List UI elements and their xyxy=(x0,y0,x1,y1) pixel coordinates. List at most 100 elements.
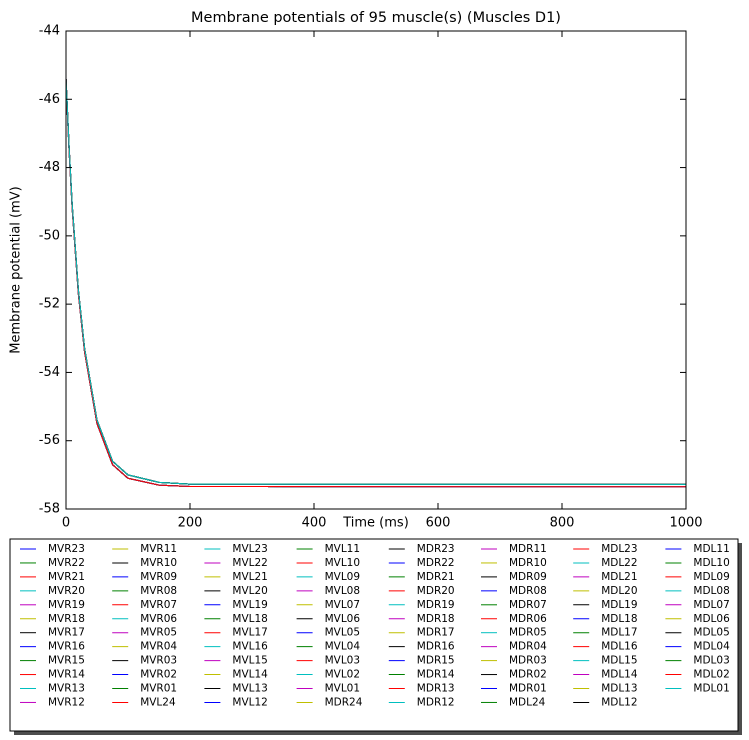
legend-label: MVR11 xyxy=(140,543,177,555)
legend-label: MVL05 xyxy=(325,627,360,639)
legend-label: MDR23 xyxy=(417,543,455,555)
y-tick-label: -54 xyxy=(39,365,60,380)
legend-label: MVR06 xyxy=(140,613,177,625)
legend-label: MDR15 xyxy=(417,655,455,667)
legend-label: MDR17 xyxy=(417,627,455,639)
legend-frame xyxy=(9,538,739,732)
x-tick-label: 1000 xyxy=(669,516,702,531)
legend-label: MVR19 xyxy=(48,599,85,611)
legend-label: MVR02 xyxy=(140,669,177,681)
legend-label: MDR09 xyxy=(509,571,547,583)
legend-label: MVR15 xyxy=(48,655,85,667)
legend-label: MDR11 xyxy=(509,543,547,555)
x-tick-label: 400 xyxy=(302,516,327,531)
series-line xyxy=(65,78,687,485)
legend-label: MVR09 xyxy=(140,571,177,583)
legend-label: MDL23 xyxy=(601,543,637,555)
legend-label: MVL22 xyxy=(232,557,267,569)
legend-label: MDR16 xyxy=(417,641,455,653)
legend-label: MDL12 xyxy=(601,696,637,708)
legend-label: MDR05 xyxy=(509,627,547,639)
legend-label: MVR17 xyxy=(48,627,85,639)
legend-label: MVR20 xyxy=(48,585,85,597)
legend-label: MVR22 xyxy=(48,557,85,569)
legend-label: MDR10 xyxy=(509,557,547,569)
x-tick-label: 600 xyxy=(426,516,451,531)
legend-label: MDL07 xyxy=(693,599,729,611)
x-tick-label: 800 xyxy=(550,516,575,531)
y-tick-label: -56 xyxy=(39,433,60,448)
legend-label: MDL15 xyxy=(601,655,637,667)
legend-label: MDL19 xyxy=(601,599,637,611)
legend-label: MDL18 xyxy=(601,613,637,625)
chart-title: Membrane potentials of 95 muscle(s) (Mus… xyxy=(191,10,561,26)
legend-label: MDR19 xyxy=(417,599,455,611)
legend-label: MVL13 xyxy=(232,683,267,695)
legend-label: MVR08 xyxy=(140,585,177,597)
legend-label: MVL03 xyxy=(325,655,360,667)
y-tick-label: -44 xyxy=(39,24,60,39)
legend-label: MDL06 xyxy=(693,613,730,625)
legend-label: MDL10 xyxy=(693,557,729,569)
y-tick-label: -48 xyxy=(39,160,60,175)
legend-label: MVL18 xyxy=(232,613,267,625)
legend-label: MDR20 xyxy=(417,585,455,597)
legend-label: MVL24 xyxy=(140,696,176,708)
y-tick-label: -46 xyxy=(39,92,60,107)
legend-label: MDR18 xyxy=(417,613,455,625)
legend-label: MDR13 xyxy=(417,683,455,695)
legend-label: MDR08 xyxy=(509,585,547,597)
legend-label: MVL02 xyxy=(325,669,360,681)
legend-label: MVR12 xyxy=(48,696,85,708)
legend-label: MVL19 xyxy=(232,599,267,611)
legend-label: MVL21 xyxy=(232,571,267,583)
legend-label: MDL01 xyxy=(693,683,729,695)
legend-label: MDR04 xyxy=(509,641,547,653)
legend-label: MDL16 xyxy=(601,641,638,653)
legend-label: MDR06 xyxy=(509,613,547,625)
legend-label: MDL08 xyxy=(693,585,729,597)
legend-label: MVL11 xyxy=(325,543,360,555)
x-tick-label: 200 xyxy=(178,516,203,531)
legend-label: MVL23 xyxy=(232,543,267,555)
legend-label: MVR14 xyxy=(48,669,85,681)
legend-label: MVR23 xyxy=(48,543,85,555)
legend-label: MVL16 xyxy=(232,641,268,653)
legend-label: MVR04 xyxy=(140,641,177,653)
legend-label: MDL21 xyxy=(601,571,637,583)
legend-label: MDL09 xyxy=(693,571,729,583)
legend-label: MDL04 xyxy=(693,641,730,653)
legend-label: MVL12 xyxy=(232,696,267,708)
legend-label: MVL15 xyxy=(232,655,267,667)
legend-label: MVR05 xyxy=(140,627,177,639)
legend-label: MDL14 xyxy=(601,669,638,681)
x-tick-label: 0 xyxy=(62,516,70,531)
legend-label: MDR24 xyxy=(325,696,363,708)
legend-label: MDL11 xyxy=(693,543,729,555)
legend-label: MDL13 xyxy=(601,683,637,695)
legend-label: MDR03 xyxy=(509,655,547,667)
legend-label: MVR10 xyxy=(140,557,177,569)
legend-label: MDL22 xyxy=(601,557,637,569)
legend-label: MVL01 xyxy=(325,683,360,695)
legend-label: MDR07 xyxy=(509,599,547,611)
x-axis-label: Time (ms) xyxy=(342,516,409,531)
legend-label: MDR02 xyxy=(509,669,547,681)
legend: MVR23 MVR22 MVR21 MVR20 MVR19 MVR18 MVR17 MVR16… xyxy=(9,538,742,735)
legend-label: MVR21 xyxy=(48,571,85,583)
legend-label: MVL17 xyxy=(232,627,267,639)
legend-label: MDL17 xyxy=(601,627,637,639)
legend-label: MVL09 xyxy=(325,571,360,583)
legend-label: MDR14 xyxy=(417,669,455,681)
y-tick-label: -58 xyxy=(39,502,60,517)
legend-label: MVR03 xyxy=(140,655,177,667)
legend-label: MVL14 xyxy=(232,669,268,681)
legend-label: MDL24 xyxy=(509,696,546,708)
legend-label: MVL10 xyxy=(325,557,360,569)
legend-label: MDR22 xyxy=(417,557,455,569)
legend-label: MVL04 xyxy=(325,641,361,653)
legend-label: MVL06 xyxy=(325,613,361,625)
y-axis-label: Membrane potential (mV) xyxy=(9,186,24,353)
legend-label: MDL03 xyxy=(693,655,729,667)
